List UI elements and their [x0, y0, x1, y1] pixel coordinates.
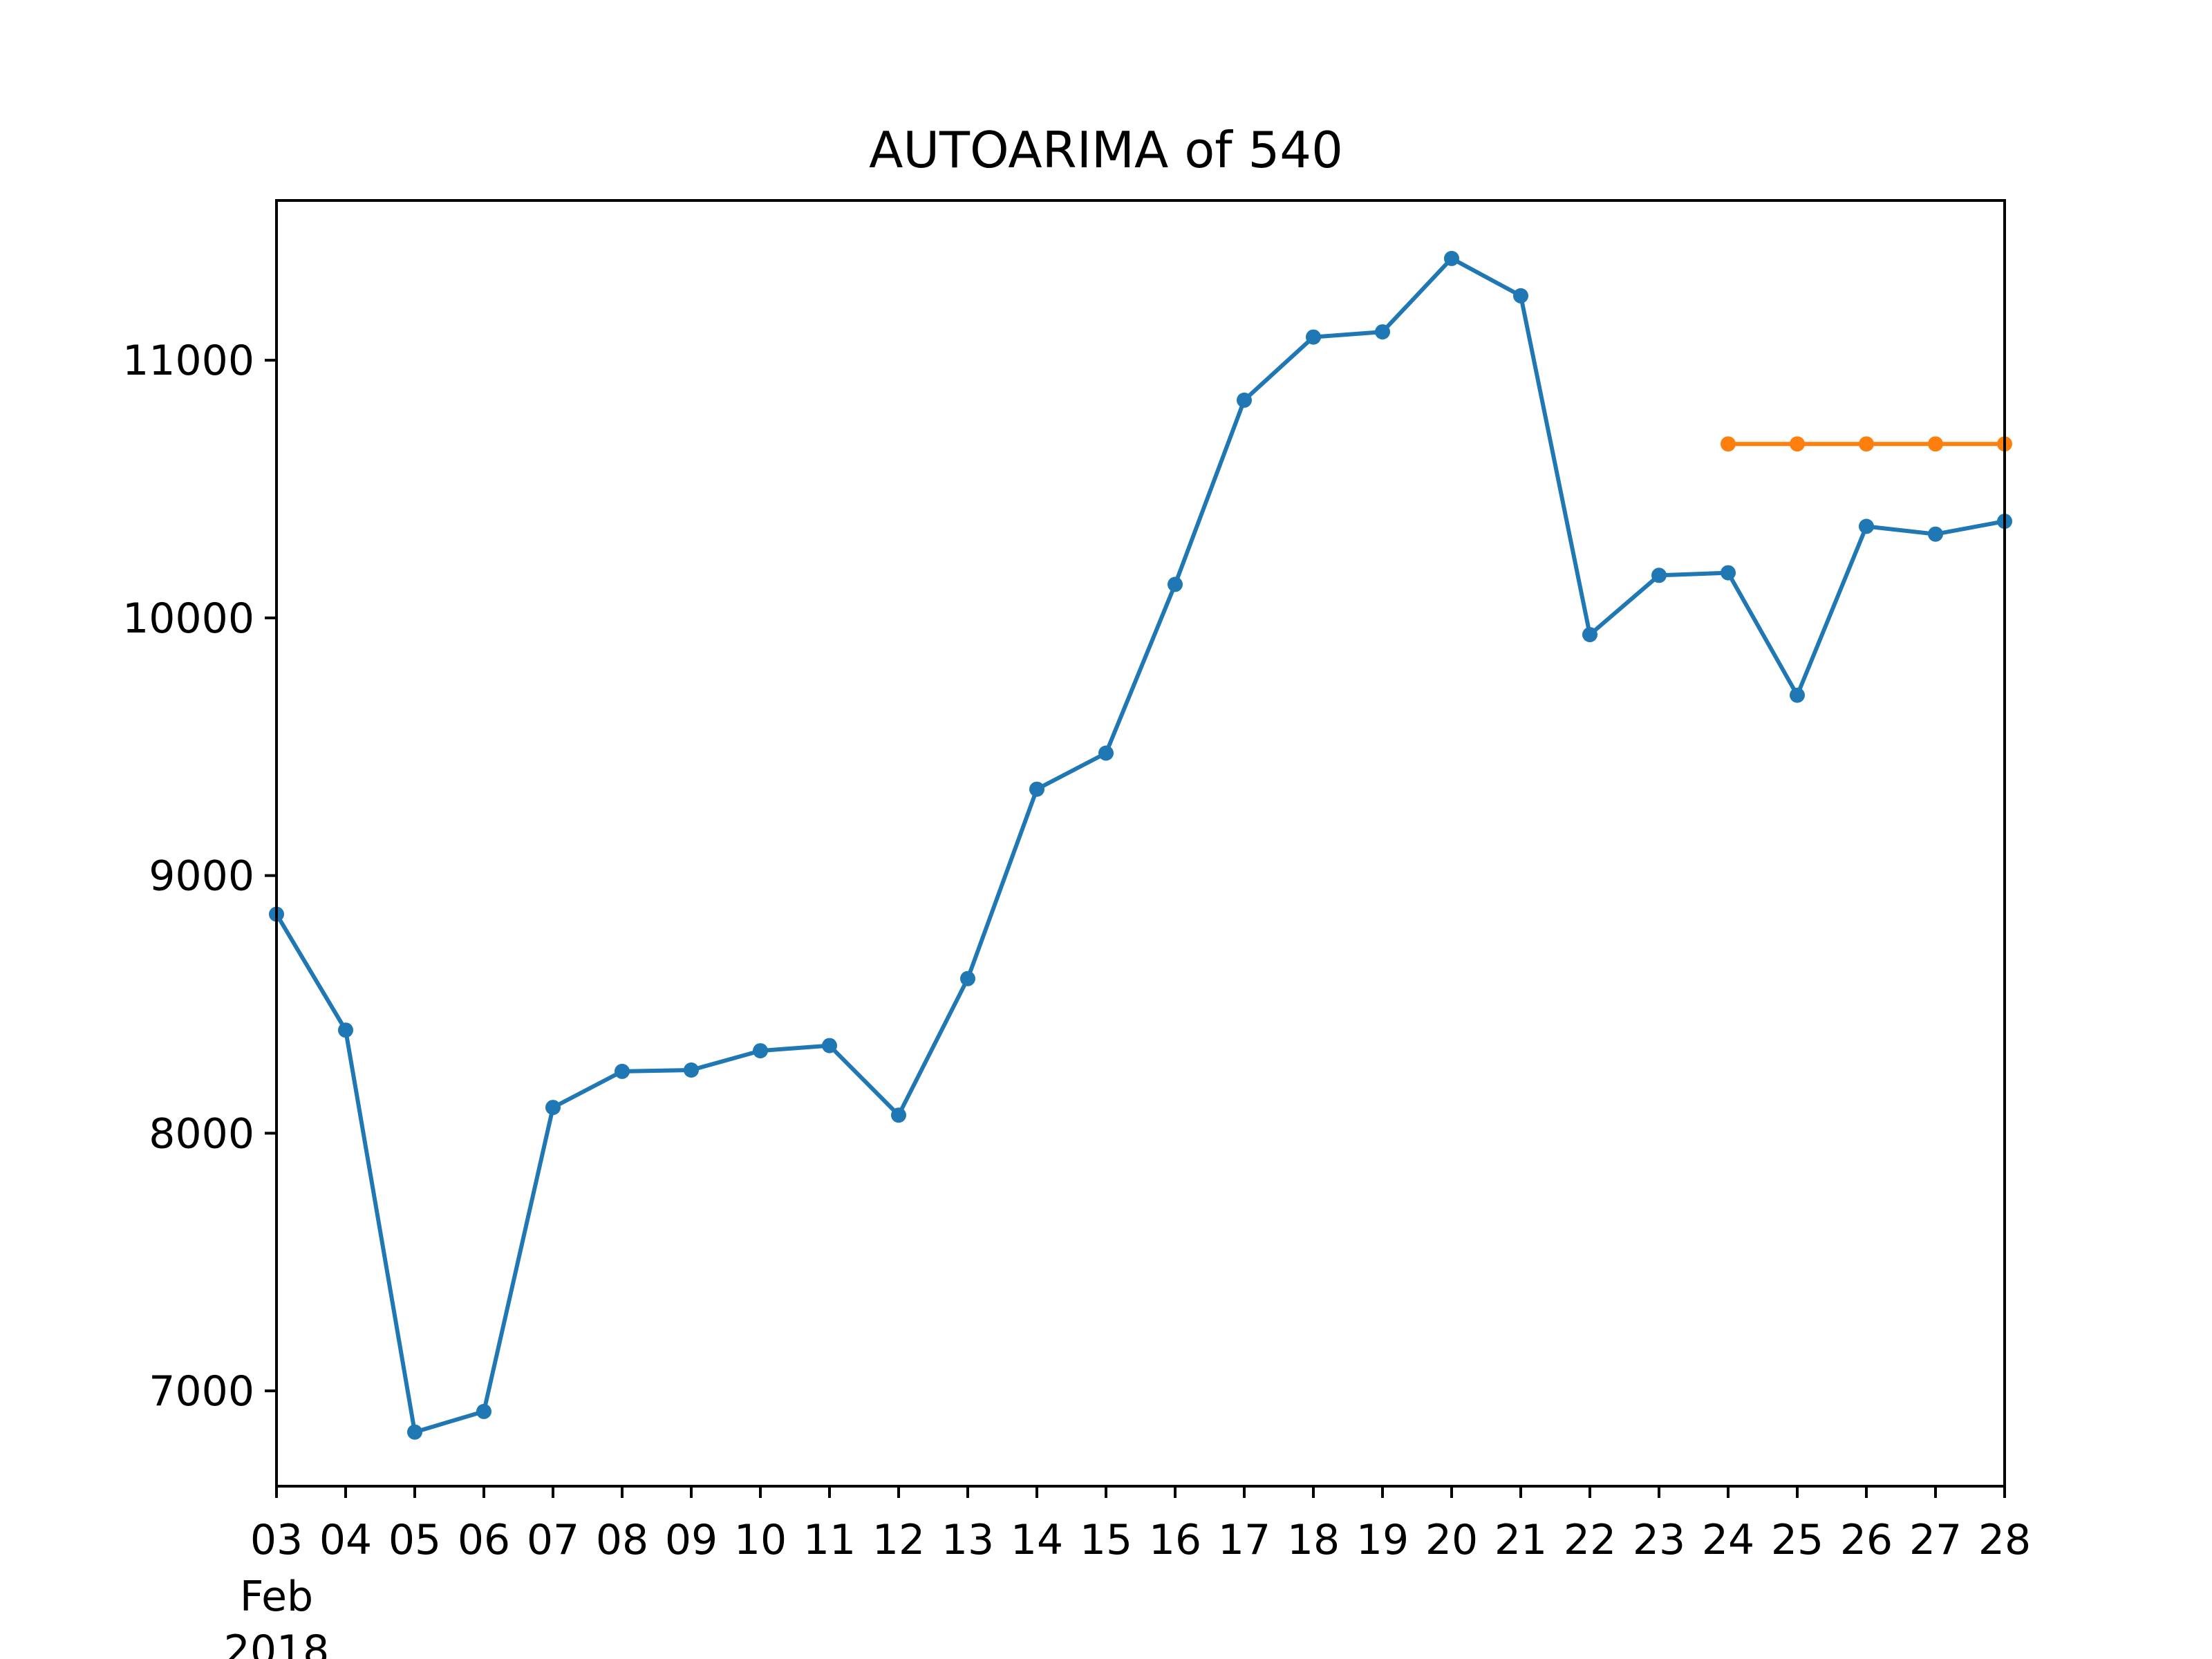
x-axis-sublabel-year: 2018: [224, 1627, 330, 1659]
data-point-actual-14: [1029, 781, 1044, 797]
data-point-actual-13: [960, 971, 975, 986]
y-tick-label-7000: 7000: [149, 1367, 254, 1416]
y-tick-label-8000: 8000: [149, 1109, 254, 1158]
x-tick-label-17: 17: [1218, 1516, 1271, 1564]
x-tick-label-09: 09: [665, 1516, 718, 1564]
data-point-actual-25: [1790, 687, 1805, 703]
x-tick-label-18: 18: [1287, 1516, 1340, 1564]
plot-area-frame: [275, 199, 2006, 1488]
series-actual: [269, 250, 2012, 1440]
data-point-actual-27: [1928, 526, 1943, 542]
x-tick-label-20: 20: [1425, 1516, 1478, 1564]
x-axis: 03 04 05 06 07 08 09 10 11 12 13 14 15 16 17 18 19 20 21 22…: [250, 1486, 2031, 1564]
data-point-actual-22: [1582, 627, 1597, 643]
y-tick-label-9000: 9000: [149, 852, 254, 901]
data-point-forecast-26: [1859, 436, 1874, 452]
x-tick-label-15: 15: [1080, 1516, 1132, 1564]
data-point-actual-18: [1306, 329, 1321, 345]
x-tick-label-08: 08: [596, 1516, 648, 1564]
x-tick-label-13: 13: [941, 1516, 994, 1564]
data-point-actual-08: [615, 1063, 630, 1079]
x-tick-label-19: 19: [1356, 1516, 1409, 1564]
data-point-forecast-27: [1928, 436, 1943, 452]
data-point-actual-19: [1375, 324, 1390, 340]
data-point-actual-04: [338, 1022, 353, 1038]
data-point-actual-09: [684, 1062, 699, 1078]
data-point-actual-12: [891, 1107, 906, 1123]
data-point-actual-06: [476, 1403, 491, 1419]
x-tick-label-12: 12: [872, 1516, 925, 1564]
data-point-forecast-25: [1790, 436, 1805, 452]
x-tick-label-23: 23: [1633, 1516, 1685, 1564]
data-point-actual-26: [1859, 518, 1874, 534]
data-point-actual-16: [1168, 577, 1183, 592]
x-tick-label-27: 27: [1909, 1516, 1962, 1564]
x-tick-label-26: 26: [1840, 1516, 1893, 1564]
x-tick-label-07: 07: [527, 1516, 579, 1564]
x-tick-label-22: 22: [1564, 1516, 1616, 1564]
y-tick-label-10000: 10000: [122, 594, 254, 643]
data-point-actual-11: [822, 1038, 837, 1053]
x-tick-label-10: 10: [734, 1516, 787, 1564]
data-point-actual-10: [753, 1043, 768, 1059]
x-tick-label-25: 25: [1771, 1516, 1824, 1564]
x-tick-label-11: 11: [803, 1516, 856, 1564]
x-tick-label-16: 16: [1149, 1516, 1201, 1564]
chart-title: AUTOARIMA of 540: [869, 121, 1343, 179]
x-tick-label-14: 14: [1011, 1516, 1063, 1564]
x-tick-label-04: 04: [319, 1516, 372, 1564]
x-tick-label-03: 03: [250, 1516, 303, 1564]
data-point-forecast-24: [1721, 436, 1736, 452]
x-tick-label-24: 24: [1702, 1516, 1754, 1564]
data-point-actual-23: [1651, 568, 1667, 583]
x-tick-label-06: 06: [458, 1516, 510, 1564]
series-layer: [269, 250, 2012, 1440]
data-point-actual-21: [1513, 288, 1528, 303]
y-axis: 7000 8000 9000 10000 11000: [122, 337, 276, 1416]
data-point-actual-17: [1237, 392, 1252, 408]
data-point-actual-05: [407, 1424, 422, 1440]
data-point-actual-20: [1444, 250, 1459, 266]
series-line-actual: [274, 256, 2005, 1434]
x-tick-label-21: 21: [1494, 1516, 1547, 1564]
y-tick-label-11000: 11000: [122, 337, 254, 385]
data-point-actual-07: [545, 1100, 561, 1116]
x-tick-label-05: 05: [388, 1516, 441, 1564]
x-axis-sublabel-month: Feb: [240, 1573, 313, 1621]
x-tick-label-28: 28: [1978, 1516, 2031, 1564]
data-point-actual-24: [1721, 565, 1736, 581]
data-point-actual-15: [1098, 745, 1114, 761]
